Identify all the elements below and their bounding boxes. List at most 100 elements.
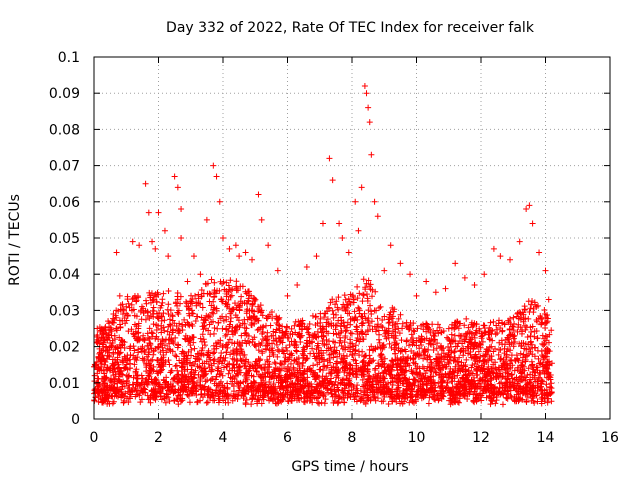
data-point <box>431 388 438 395</box>
data-point <box>216 198 223 205</box>
data-point <box>517 310 524 317</box>
data-point <box>138 396 145 403</box>
data-point <box>538 377 545 384</box>
data-point <box>499 362 506 369</box>
data-point <box>246 367 253 374</box>
data-point <box>274 267 281 274</box>
data-point <box>329 380 336 387</box>
data-point <box>109 400 116 407</box>
data-point <box>205 347 212 354</box>
data-point <box>471 282 478 289</box>
data-point <box>113 249 120 256</box>
data-point <box>478 397 485 404</box>
data-point <box>142 386 149 393</box>
data-point <box>506 379 513 386</box>
data-point <box>507 392 514 399</box>
x-tick-label: 4 <box>219 430 228 446</box>
data-point <box>368 151 375 158</box>
data-points <box>91 82 555 408</box>
data-point <box>495 351 502 358</box>
data-point <box>354 283 361 290</box>
data-point <box>225 370 232 377</box>
data-point <box>476 377 483 384</box>
data-point <box>369 326 376 333</box>
data-point <box>520 311 527 318</box>
data-point <box>228 328 235 335</box>
data-point <box>227 374 234 381</box>
data-point <box>359 376 366 383</box>
data-point <box>404 324 411 331</box>
data-point <box>185 392 192 399</box>
data-point <box>249 384 256 391</box>
data-point <box>95 389 102 396</box>
data-point <box>460 368 467 375</box>
data-point <box>394 388 401 395</box>
data-point <box>392 350 399 357</box>
data-point <box>494 330 501 337</box>
data-point <box>528 380 535 387</box>
data-point <box>404 394 411 401</box>
data-point <box>161 317 168 324</box>
data-point <box>350 356 357 363</box>
data-point <box>211 380 218 387</box>
data-point <box>403 383 410 390</box>
data-point <box>155 322 162 329</box>
data-point <box>210 393 217 400</box>
data-point <box>385 316 392 323</box>
data-point <box>172 363 179 370</box>
data-point <box>293 347 300 354</box>
data-point <box>482 329 489 336</box>
data-point <box>360 357 367 364</box>
data-point <box>159 344 166 351</box>
data-point <box>108 343 115 350</box>
data-point <box>220 278 227 285</box>
data-point <box>321 314 328 321</box>
data-point <box>217 354 224 361</box>
data-point <box>503 353 510 360</box>
data-point <box>389 313 396 320</box>
data-point <box>113 344 120 351</box>
data-point <box>418 342 425 349</box>
data-point <box>204 399 211 406</box>
data-point <box>353 374 360 381</box>
data-point <box>363 90 370 97</box>
data-point <box>340 319 347 326</box>
data-point <box>128 326 135 333</box>
data-point <box>424 324 431 331</box>
data-point <box>95 375 102 382</box>
data-point <box>260 323 267 330</box>
data-point <box>420 355 427 362</box>
data-point <box>142 316 149 323</box>
data-point <box>108 393 115 400</box>
data-point <box>165 311 172 318</box>
data-point <box>165 253 172 260</box>
data-point <box>135 335 142 342</box>
data-point <box>497 325 504 332</box>
data-point <box>274 346 281 353</box>
data-point <box>449 338 456 345</box>
data-point <box>495 388 502 395</box>
data-point <box>534 335 541 342</box>
data-point <box>162 399 169 406</box>
data-point <box>135 349 142 356</box>
data-point <box>335 368 342 375</box>
data-point <box>518 361 525 368</box>
data-point <box>464 343 471 350</box>
data-point <box>158 329 165 336</box>
data-point <box>289 388 296 395</box>
data-point <box>335 387 342 394</box>
data-point <box>452 363 459 370</box>
data-point <box>114 358 121 365</box>
data-point <box>176 376 183 383</box>
data-point <box>525 365 532 372</box>
data-point <box>522 356 529 363</box>
data-point <box>160 347 167 354</box>
data-point <box>199 304 206 311</box>
data-point <box>264 315 271 322</box>
data-point <box>526 309 533 316</box>
data-point <box>280 385 287 392</box>
data-point <box>349 315 356 322</box>
data-point <box>455 340 462 347</box>
data-point <box>95 364 102 371</box>
data-point <box>165 288 172 295</box>
